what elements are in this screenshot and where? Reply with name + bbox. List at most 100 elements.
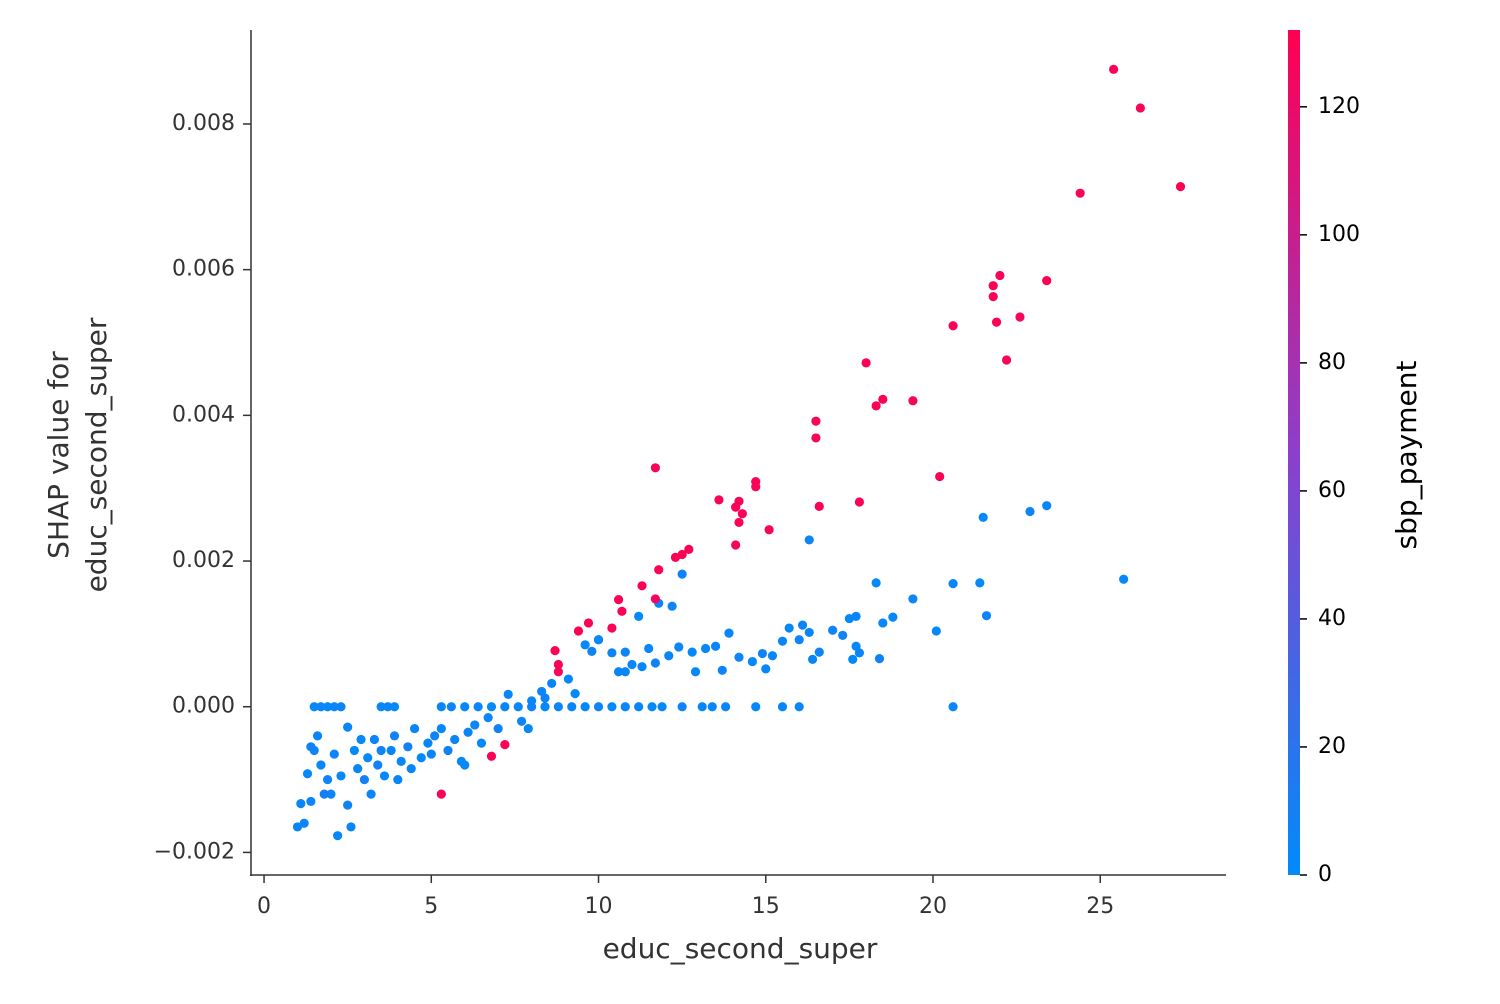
point xyxy=(553,659,563,670)
point xyxy=(871,578,881,588)
point xyxy=(353,764,363,774)
point xyxy=(376,745,386,756)
point xyxy=(607,623,617,633)
point xyxy=(356,734,366,745)
point xyxy=(851,611,861,622)
point xyxy=(647,702,657,712)
point xyxy=(1119,574,1129,584)
point xyxy=(516,716,527,726)
point xyxy=(587,646,597,656)
point xyxy=(446,702,456,712)
point xyxy=(620,647,630,657)
point xyxy=(376,702,386,712)
point xyxy=(346,822,356,832)
point xyxy=(486,702,497,712)
point xyxy=(343,722,353,732)
point xyxy=(540,693,550,703)
point xyxy=(908,594,918,604)
point xyxy=(878,394,888,404)
point xyxy=(717,665,727,675)
point xyxy=(1109,64,1119,74)
x-tick-label: 5 xyxy=(424,894,438,919)
point xyxy=(724,628,734,638)
point xyxy=(593,635,604,645)
x-tick-label: 25 xyxy=(1086,894,1114,919)
point xyxy=(650,594,660,604)
point xyxy=(991,317,1002,327)
point xyxy=(794,702,804,712)
point xyxy=(486,751,497,761)
point xyxy=(460,760,470,770)
point xyxy=(650,463,660,473)
point xyxy=(710,641,721,651)
point xyxy=(948,702,958,712)
point xyxy=(423,738,433,748)
point xyxy=(811,416,821,426)
point xyxy=(333,831,343,841)
point xyxy=(580,702,590,712)
point xyxy=(306,796,316,807)
point xyxy=(470,720,480,730)
point xyxy=(714,495,724,505)
point xyxy=(336,771,346,781)
colorbar-label: sbp_payment xyxy=(1390,361,1423,550)
point xyxy=(751,702,761,712)
point xyxy=(674,642,684,652)
point xyxy=(814,501,824,512)
point xyxy=(409,723,420,734)
point xyxy=(931,626,941,636)
point xyxy=(697,702,707,712)
colorbar-tick-label: 20 xyxy=(1318,734,1346,759)
point xyxy=(814,647,824,657)
point xyxy=(316,702,326,712)
point xyxy=(366,789,376,799)
point xyxy=(627,659,637,670)
point xyxy=(322,702,333,712)
point xyxy=(369,734,380,745)
point xyxy=(363,753,373,763)
point xyxy=(386,745,396,756)
y-tick-label: 0.000 xyxy=(172,694,235,719)
point xyxy=(570,689,580,699)
point xyxy=(309,745,319,756)
point xyxy=(527,702,537,712)
point xyxy=(654,565,664,575)
point xyxy=(329,702,339,712)
point xyxy=(677,702,687,712)
point xyxy=(634,702,644,712)
point xyxy=(383,702,393,712)
y-tick-label: 0.006 xyxy=(172,257,235,282)
point xyxy=(828,625,838,635)
colorbar xyxy=(1288,30,1300,875)
point xyxy=(854,497,865,507)
point xyxy=(416,753,426,763)
point xyxy=(436,723,446,734)
point xyxy=(1135,103,1145,113)
point xyxy=(777,702,788,712)
point xyxy=(874,654,885,664)
point xyxy=(393,774,403,785)
point xyxy=(721,702,731,712)
point xyxy=(316,760,326,770)
point xyxy=(995,270,1005,281)
point xyxy=(807,654,818,664)
point xyxy=(784,623,794,633)
point xyxy=(607,648,617,658)
point xyxy=(500,702,510,712)
point xyxy=(670,552,681,562)
point xyxy=(613,595,624,605)
point xyxy=(988,281,998,291)
point xyxy=(540,702,550,712)
point xyxy=(777,636,788,646)
point xyxy=(637,662,647,672)
point xyxy=(436,789,446,799)
point xyxy=(373,760,383,770)
point xyxy=(908,396,918,406)
point xyxy=(948,579,958,589)
point xyxy=(436,702,446,712)
point xyxy=(848,654,858,664)
point xyxy=(613,667,624,677)
point xyxy=(684,544,694,554)
point xyxy=(794,635,804,645)
